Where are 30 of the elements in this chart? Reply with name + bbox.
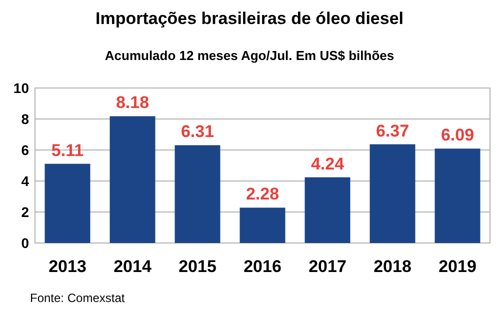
bar (370, 144, 416, 243)
data-label: 8.18 (116, 93, 150, 112)
bar (174, 145, 220, 243)
data-label: 2.28 (246, 184, 280, 204)
chart-subtitle: Acumulado 12 meses Ago/Jul. Em US$ bilhões (104, 48, 394, 63)
y-tick-label: 2 (21, 204, 30, 220)
data-label: 5.11 (51, 140, 84, 160)
x-tick-label: 2019 (438, 257, 476, 276)
y-tick-label: 10 (13, 80, 30, 96)
data-label: 6.37 (376, 121, 410, 140)
x-tick-label: 2013 (48, 257, 86, 276)
source-note: Fonte: Comexstat (30, 291, 126, 305)
chart-title: Importações brasileiras de óleo diesel (95, 9, 404, 28)
bar (304, 177, 350, 243)
bar (240, 208, 286, 243)
data-label: 4.24 (310, 154, 345, 174)
x-tick-label: 2017 (308, 257, 346, 276)
x-tick-label: 2014 (114, 257, 152, 276)
y-tick-label: 0 (21, 234, 30, 251)
bar (44, 164, 90, 243)
x-tick-label: 2018 (374, 257, 412, 276)
y-tick-label: 6 (21, 142, 30, 158)
x-tick-label: 2015 (178, 257, 216, 276)
bar (434, 148, 480, 243)
data-label: 6.09 (440, 126, 474, 145)
y-tick-label: 8 (21, 110, 30, 127)
y-tick-label: 4 (21, 172, 30, 189)
bar (110, 116, 156, 243)
x-tick-label: 2016 (244, 257, 282, 276)
data-label: 6.31 (180, 122, 214, 142)
